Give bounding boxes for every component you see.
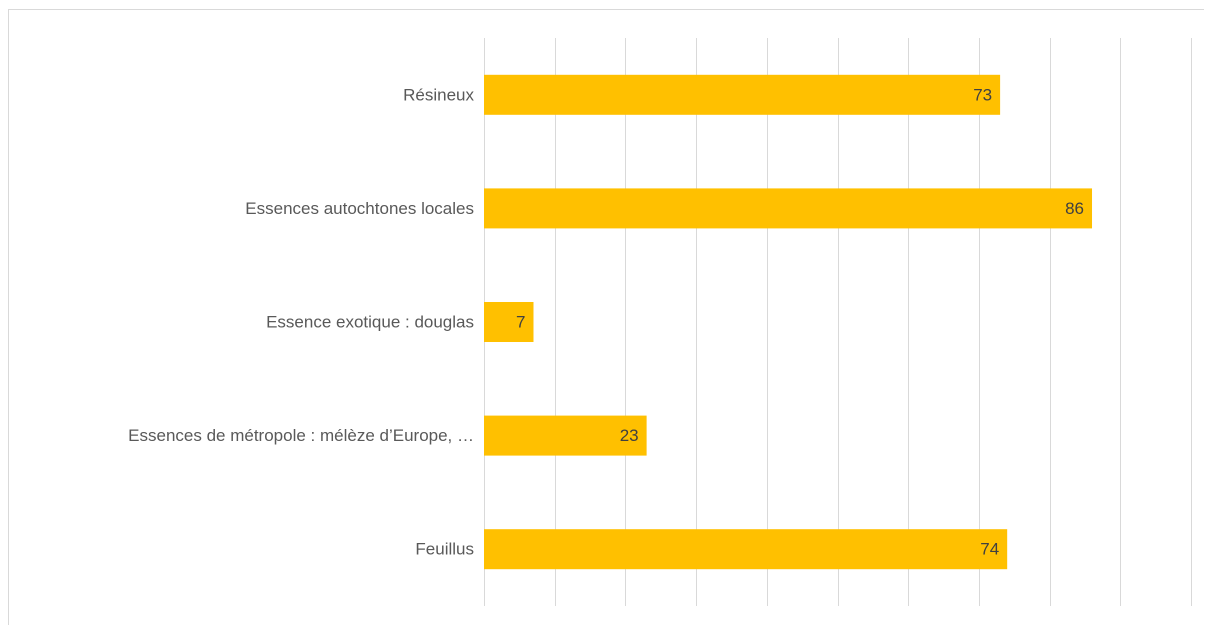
bars [484,74,1093,570]
category-label: Essences autochtones locales [245,199,474,218]
category-label: Résineux [403,85,474,104]
labels: 73 Résineux 86 Essences autochtones locales… [128,85,1084,558]
data-label: 86 [1065,199,1084,218]
chart-frame [8,9,1204,625]
data-label: 73 [973,85,992,104]
category-label: Feuillus [415,540,474,559]
data-label: 23 [620,426,639,445]
bar [484,74,1001,115]
gridlines [484,38,1192,606]
data-label: 74 [980,540,999,559]
category-label: Essence exotique : douglas [266,313,474,332]
data-label: 7 [516,313,525,332]
category-label: Essences de métropole : mélèze d’Europe,… [128,426,474,445]
bar [484,529,1008,570]
bar [484,415,647,456]
bar [484,302,534,342]
bar [484,188,1093,229]
